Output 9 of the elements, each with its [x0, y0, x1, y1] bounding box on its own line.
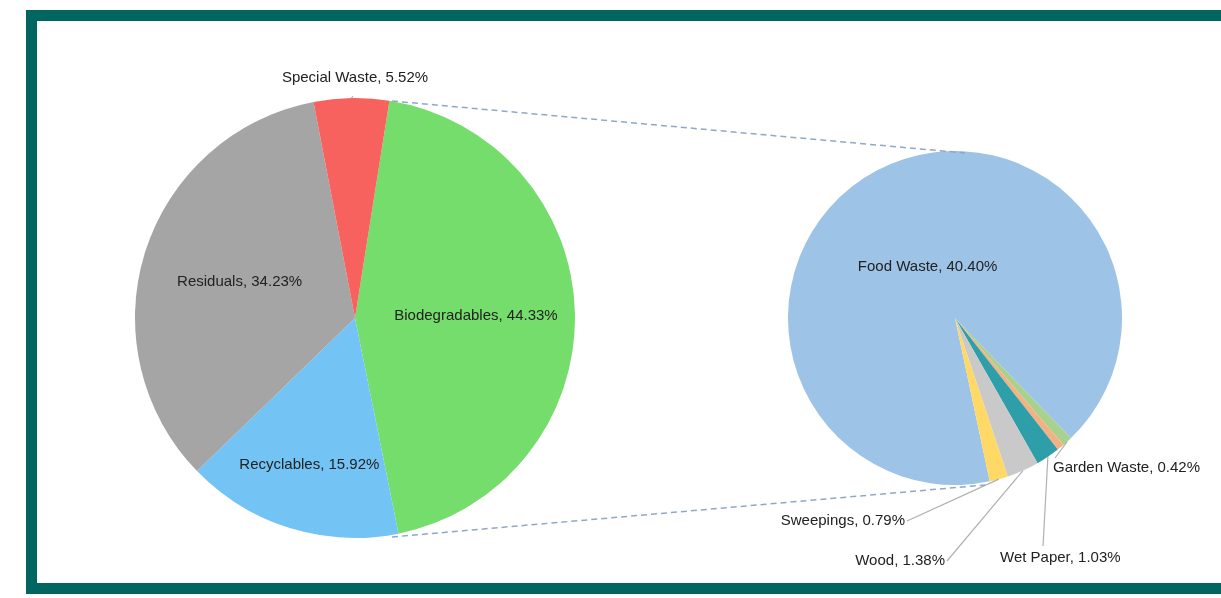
slice-label: Recyclables, 15.92% — [239, 455, 380, 473]
slice-label: Wood, 1.38% — [855, 551, 945, 569]
slice-label: Biodegradables, 44.33% — [394, 305, 558, 323]
slice-label: Wet Paper, 1.03% — [1000, 548, 1121, 566]
slice-label: Residuals, 34.23% — [177, 271, 303, 289]
slice-label: Special Waste, 5.52% — [281, 68, 429, 86]
slice-label: Food Waste, 40.40% — [857, 256, 998, 274]
slice-label: Garden Waste, 0.42% — [1053, 458, 1201, 476]
slice-label: Sweepings, 0.79% — [780, 511, 905, 529]
